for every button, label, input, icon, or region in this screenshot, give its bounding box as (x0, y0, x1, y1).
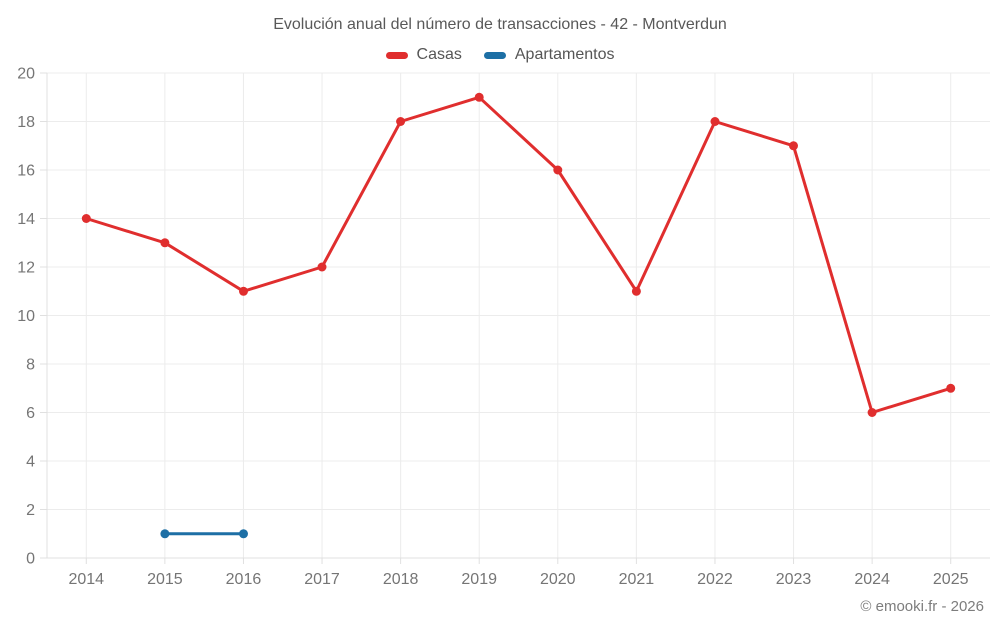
x-axis-tick-label: 2023 (776, 571, 812, 588)
y-axis-tick-label: 14 (17, 211, 35, 228)
legend-swatch-casas-icon (385, 51, 408, 59)
data-point-casas-2023[interactable] (789, 141, 798, 151)
x-axis-tick-label: 2025 (933, 571, 969, 588)
data-point-casas-2015[interactable] (160, 238, 170, 248)
x-axis-tick-label: 2014 (68, 571, 104, 588)
data-point-apartamentos-2015[interactable] (160, 529, 170, 539)
y-axis-tick-label: 10 (17, 308, 35, 325)
data-point-casas-2014[interactable] (81, 214, 91, 223)
series-casas (81, 92, 956, 417)
x-axis-tick-label: 2019 (461, 571, 497, 588)
copyright-text: © emooki.fr - 2026 (860, 598, 984, 615)
x-axis-tick-label: 2020 (540, 571, 576, 588)
data-point-casas-2016[interactable] (239, 286, 248, 296)
y-axis-tick-label: 6 (26, 405, 35, 422)
legend: Casas Apartamentos (0, 46, 1000, 64)
data-point-casas-2021[interactable] (631, 286, 641, 296)
series-apartamentos (160, 529, 248, 539)
y-axis-tick-label: 4 (26, 454, 35, 471)
y-axis-tick-label: 2 (26, 502, 35, 519)
y-axis-tick-label: 20 (17, 66, 35, 83)
y-axis-tick-label: 8 (26, 357, 35, 374)
legend-item-casas[interactable]: Casas (385, 46, 462, 64)
x-axis-tick-label: 2016 (226, 571, 262, 588)
x-axis-tick-label: 2022 (697, 571, 733, 588)
y-axis-tick-label: 12 (17, 260, 35, 277)
data-point-casas-2024[interactable] (867, 408, 877, 417)
data-point-casas-2025[interactable] (946, 383, 956, 393)
x-axis-tick-label: 2021 (619, 571, 655, 588)
x-axis-tick-label: 2017 (304, 571, 340, 588)
x-axis-tick-label: 2018 (383, 571, 419, 588)
legend-item-apartamentos[interactable]: Apartamentos (483, 46, 615, 64)
chart-title: Evolución anual del número de transaccio… (273, 16, 727, 33)
legend-label-apartamentos: Apartamentos (514, 46, 615, 63)
y-axis-tick-label: 0 (26, 551, 35, 568)
data-point-casas-2020[interactable] (553, 165, 563, 175)
legend-label-casas: Casas (416, 46, 462, 63)
series-line-casas (84, 95, 953, 414)
data-point-casas-2017[interactable] (317, 262, 327, 272)
data-point-apartamentos-2016[interactable] (239, 529, 248, 539)
x-axis-tick-label: 2015 (147, 571, 183, 588)
y-axis-tick-label: 18 (17, 114, 35, 131)
x-axis-tick-label: 2024 (854, 571, 890, 588)
legend-swatch-apartamentos-icon (483, 51, 506, 59)
x-grid-and-labels: 2014 2015 2016 2017 2018 2019 2020 2021 2022 2023… (68, 73, 969, 588)
data-point-casas-2022[interactable] (710, 117, 720, 126)
data-point-casas-2019[interactable] (474, 92, 484, 102)
y-axis-tick-label: 16 (17, 163, 35, 180)
data-point-casas-2018[interactable] (396, 117, 406, 126)
